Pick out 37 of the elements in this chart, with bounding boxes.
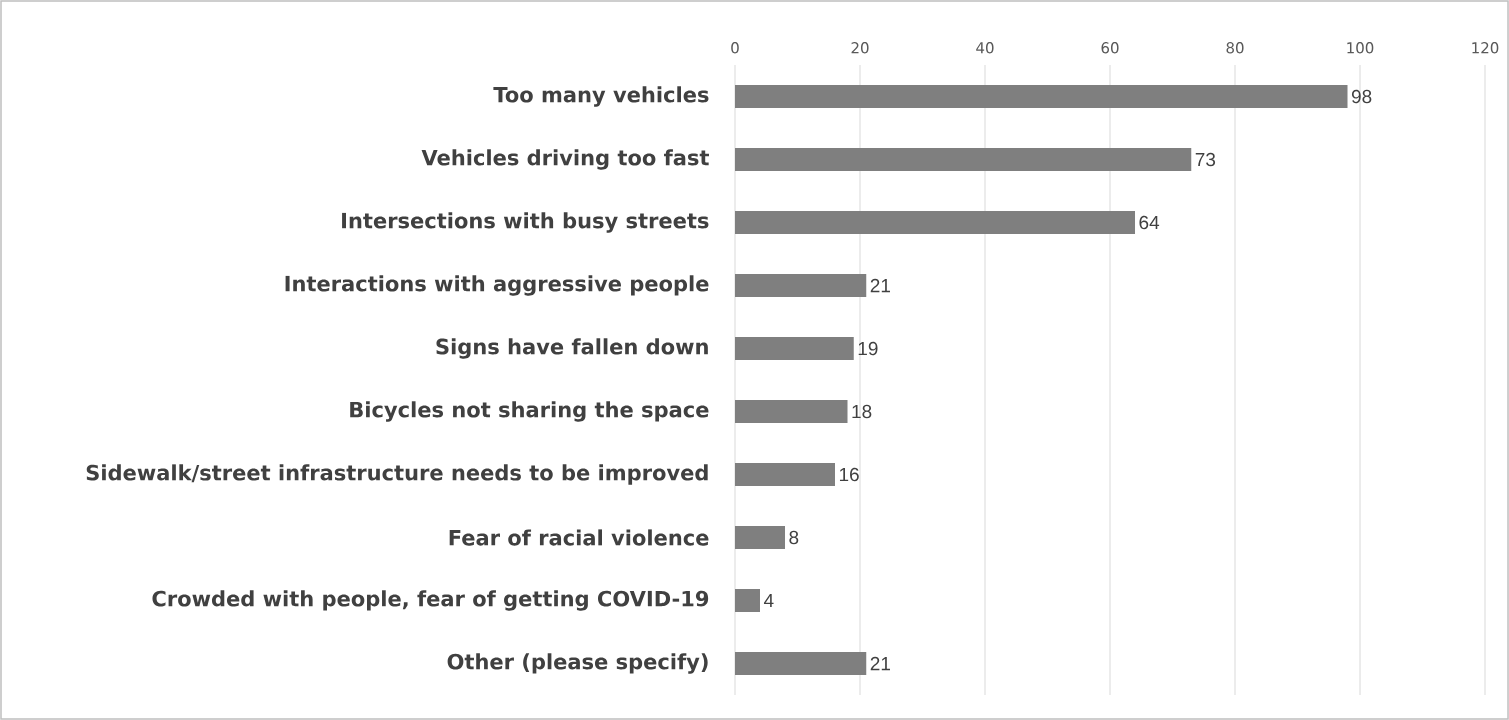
bar <box>735 400 848 423</box>
data-label: 21 <box>870 656 890 671</box>
y-tick-label: Interactions with aggressive people <box>285 275 709 296</box>
y-tick-label: Other (please specify) <box>447 653 708 674</box>
bar <box>735 463 835 486</box>
x-tick-label: 100 <box>1347 42 1374 54</box>
bar <box>735 337 854 360</box>
y-tick-label: Too many vehicles <box>493 86 709 107</box>
y-tick-label: Bicycles not sharing the space <box>350 401 709 422</box>
x-tick-label: 20 <box>851 42 869 54</box>
x-tick-label: 60 <box>1101 42 1119 54</box>
data-label: 16 <box>839 467 859 482</box>
bar <box>735 274 867 297</box>
data-label: 4 <box>763 593 774 608</box>
y-tick-label: Sidewalk/street infrastructure needs to be improved <box>86 464 708 485</box>
bar <box>735 526 785 549</box>
data-label: 64 <box>1139 215 1160 230</box>
y-tick-label: Fear of racial violence <box>449 529 709 546</box>
bar <box>735 652 867 676</box>
bar <box>735 589 760 613</box>
data-label: 98 <box>1351 89 1372 104</box>
data-label: 73 <box>1195 152 1216 167</box>
x-tick-label: 40 <box>976 42 994 54</box>
data-label: 8 <box>789 530 799 545</box>
bar <box>735 85 1348 108</box>
bar <box>735 148 1192 171</box>
y-tick-label: Crowded with people, fear of getting COVID-19 <box>152 590 709 611</box>
bar <box>735 211 1136 234</box>
data-label: 19 <box>858 341 878 356</box>
data-label: 18 <box>852 404 872 419</box>
x-tick-label: 0 <box>731 42 739 54</box>
y-tick-label: Signs have fallen down <box>436 338 708 359</box>
data-label: 21 <box>870 278 890 293</box>
y-tick-label: Intersections with busy streets <box>342 212 709 233</box>
y-tick-label: Vehicles driving too fast <box>421 149 709 170</box>
x-tick-label: 120 <box>1472 42 1499 54</box>
x-tick-label: 80 <box>1226 42 1244 54</box>
